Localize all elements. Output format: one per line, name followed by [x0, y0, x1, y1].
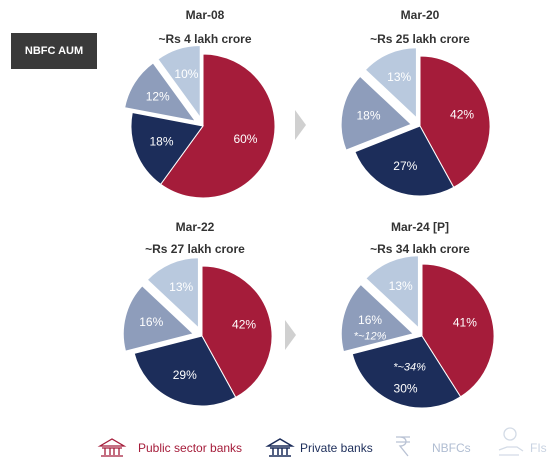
slice-label: 16% [139, 315, 163, 329]
pie-subtitle: ~Rs 25 lakh crore [370, 32, 470, 46]
pie-slice [419, 55, 491, 189]
pie-slice [340, 283, 415, 353]
slice-label: 12% [146, 89, 170, 103]
legend-label: NBFCs [432, 441, 471, 455]
annotation: *~34% [393, 361, 426, 373]
slice-label: 42% [232, 317, 256, 331]
annotation: *~12% [354, 331, 387, 343]
pie-subtitle: ~Rs 27 lakh crore [145, 242, 245, 256]
legend-icons [97, 427, 524, 457]
slice-label: 41% [453, 316, 477, 330]
pie-slice [146, 257, 199, 329]
pie-title: Mar-20 [401, 8, 440, 22]
pie-slice [354, 125, 455, 197]
slice-label: 13% [389, 279, 413, 293]
arrow [285, 320, 296, 350]
pie-slice [133, 335, 237, 407]
legend-label: FIs [530, 441, 547, 455]
slice-label: 16% [358, 313, 382, 327]
pie-slice [351, 335, 462, 409]
slice-label: 30% [394, 382, 418, 396]
legend-label: Private banks [300, 441, 373, 455]
slice-label: 13% [169, 280, 193, 294]
pie-slice [340, 75, 413, 151]
pie-slice [365, 255, 419, 329]
pie-slice [364, 47, 417, 119]
slice-label: 60% [233, 132, 257, 146]
slice-label: 13% [387, 70, 411, 84]
badge: NBFC AUM [25, 45, 83, 57]
pie-slice [122, 285, 195, 352]
pie-slice [157, 44, 201, 119]
pie-slice [201, 265, 273, 399]
slice-label: 18% [357, 108, 381, 122]
slice-label: 18% [149, 135, 173, 149]
pie-slice [130, 111, 204, 185]
pie-subtitle: ~Rs 34 lakh crore [370, 242, 470, 256]
slice-label: 27% [393, 159, 417, 173]
slice-label: 10% [174, 67, 198, 81]
pie-title: Mar-08 [186, 8, 225, 22]
badge-box [11, 33, 97, 69]
pie-subtitle: ~Rs 4 lakh crore [158, 32, 251, 46]
slice-label: 42% [450, 107, 474, 121]
pie-title: Mar-22 [176, 220, 215, 234]
legend-label: Public sector banks [138, 441, 242, 455]
pie-slice [124, 62, 197, 122]
slice-label: 29% [173, 368, 197, 382]
arrow [295, 110, 306, 140]
pie-title: Mar-24 [P] [391, 220, 449, 234]
pie-slice [159, 53, 276, 199]
